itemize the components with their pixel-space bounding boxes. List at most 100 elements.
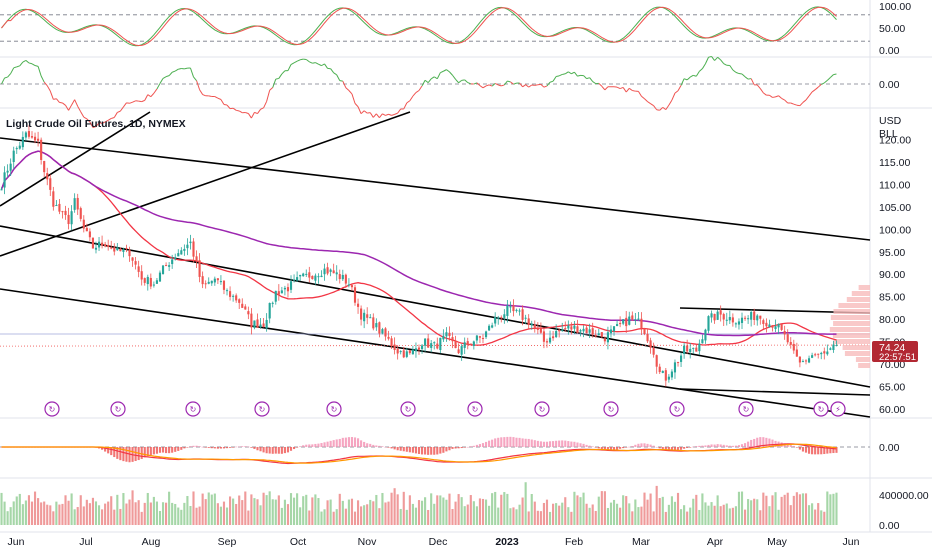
osc-line-segment <box>686 76 691 81</box>
osc-line-segment <box>568 71 572 75</box>
macd-histogram-bar <box>695 446 698 447</box>
macd-histogram-bar <box>430 447 433 455</box>
macd-histogram-bar <box>433 447 436 455</box>
osc-line-segment <box>830 74 834 78</box>
osc-line-segment <box>501 84 505 87</box>
candle-body <box>155 280 159 284</box>
volume-bar <box>707 505 710 525</box>
volume-bar <box>210 494 213 525</box>
macd-histogram-bar <box>317 443 320 447</box>
osc-line-segment <box>178 67 182 70</box>
macd-histogram-bar <box>177 447 180 451</box>
volume-bar <box>43 501 46 525</box>
volume-bar <box>734 506 737 525</box>
volume-profile-bar <box>830 315 870 320</box>
volume-bar <box>436 495 439 525</box>
osc-line-segment <box>4 76 8 79</box>
candle-body <box>305 273 308 275</box>
candle-body <box>695 347 698 352</box>
macd-histogram-bar <box>555 440 558 447</box>
osc-line-segment <box>604 86 609 91</box>
macd-histogram-bar <box>552 441 555 447</box>
candle-body <box>302 273 305 277</box>
osc-line-segment <box>367 112 371 114</box>
volume-bar <box>539 511 542 525</box>
macd-histogram-bar <box>439 447 442 454</box>
osc-line-segment <box>189 67 194 78</box>
candle-body <box>637 318 640 320</box>
osc-line-segment <box>263 101 268 108</box>
volume-bar <box>686 511 689 525</box>
osc-line-segment <box>65 105 69 111</box>
volume-bar <box>637 507 640 525</box>
volume-bar <box>70 493 73 525</box>
candle-body <box>283 287 286 290</box>
currency-label: USD <box>879 115 902 127</box>
osc-line-segment <box>162 76 167 79</box>
osc-line-segment <box>708 55 712 58</box>
volume-bar <box>158 510 162 525</box>
volume-bar <box>366 504 369 525</box>
volume-profile-bar <box>858 363 870 368</box>
volume-bar <box>747 499 750 525</box>
volume-bar <box>341 500 344 525</box>
candle-body <box>472 341 475 346</box>
candle-body <box>835 345 838 347</box>
osc-line-segment <box>31 63 36 66</box>
candle-body <box>232 295 235 297</box>
osc-line-segment <box>805 95 810 101</box>
macd-histogram-bar <box>539 441 542 447</box>
last-price-badge <box>872 341 918 362</box>
osc-line-segment <box>586 77 590 80</box>
macd-histogram-bar <box>634 444 637 447</box>
candle-body <box>152 284 155 286</box>
candle-body <box>180 250 183 255</box>
volume-bar <box>387 501 390 525</box>
osc-line-segment <box>443 69 447 72</box>
osc-line-segment <box>375 113 380 118</box>
candle-body <box>350 285 354 288</box>
macd-histogram-bar <box>469 446 472 447</box>
volume-bar <box>640 506 643 525</box>
macd-histogram-bar <box>515 437 518 447</box>
osc-line-segment <box>784 99 789 104</box>
candle-body <box>820 352 823 355</box>
osc-line-segment <box>704 57 709 64</box>
macd-histogram-bar <box>232 447 235 448</box>
candle-body <box>40 139 43 160</box>
macd-histogram-bar <box>603 447 606 450</box>
osc-line-segment <box>778 95 782 99</box>
macd-histogram-bar <box>296 447 299 448</box>
candle-body <box>128 249 131 257</box>
macd-histogram-bar <box>183 447 186 449</box>
candle-body <box>713 313 716 321</box>
macd-histogram-bar <box>387 447 390 448</box>
macd-histogram-bar <box>637 443 640 447</box>
volume-bar <box>658 498 661 525</box>
osc-line-segment <box>781 97 785 101</box>
osc-line-segment <box>525 84 530 88</box>
volume-bar <box>603 491 606 525</box>
macd-histogram-bar <box>195 445 198 447</box>
macd-histogram-bar <box>338 438 341 447</box>
volume-bar <box>165 502 168 525</box>
osc-line-segment <box>196 80 201 90</box>
volume-bar <box>146 492 149 525</box>
candle-body <box>521 309 524 320</box>
macd-histogram-bar <box>588 445 591 447</box>
volume-bar <box>515 509 518 525</box>
volume-bar <box>97 505 101 525</box>
candle-body <box>588 329 591 333</box>
osc-line-segment <box>622 87 627 93</box>
stoch-tick-label: 100.00 <box>879 1 911 13</box>
event-badge-glyph: ↻ <box>115 405 122 414</box>
osc-line-segment <box>556 75 560 78</box>
osc-line-segment <box>564 71 569 75</box>
osc-line-segment <box>683 78 688 81</box>
macd-histogram-bar <box>171 447 174 453</box>
candle-body <box>573 325 576 329</box>
macd-histogram-bar <box>591 446 594 448</box>
candle-body <box>619 322 622 325</box>
osc-line-segment <box>814 86 819 91</box>
volume-bar <box>396 494 399 525</box>
